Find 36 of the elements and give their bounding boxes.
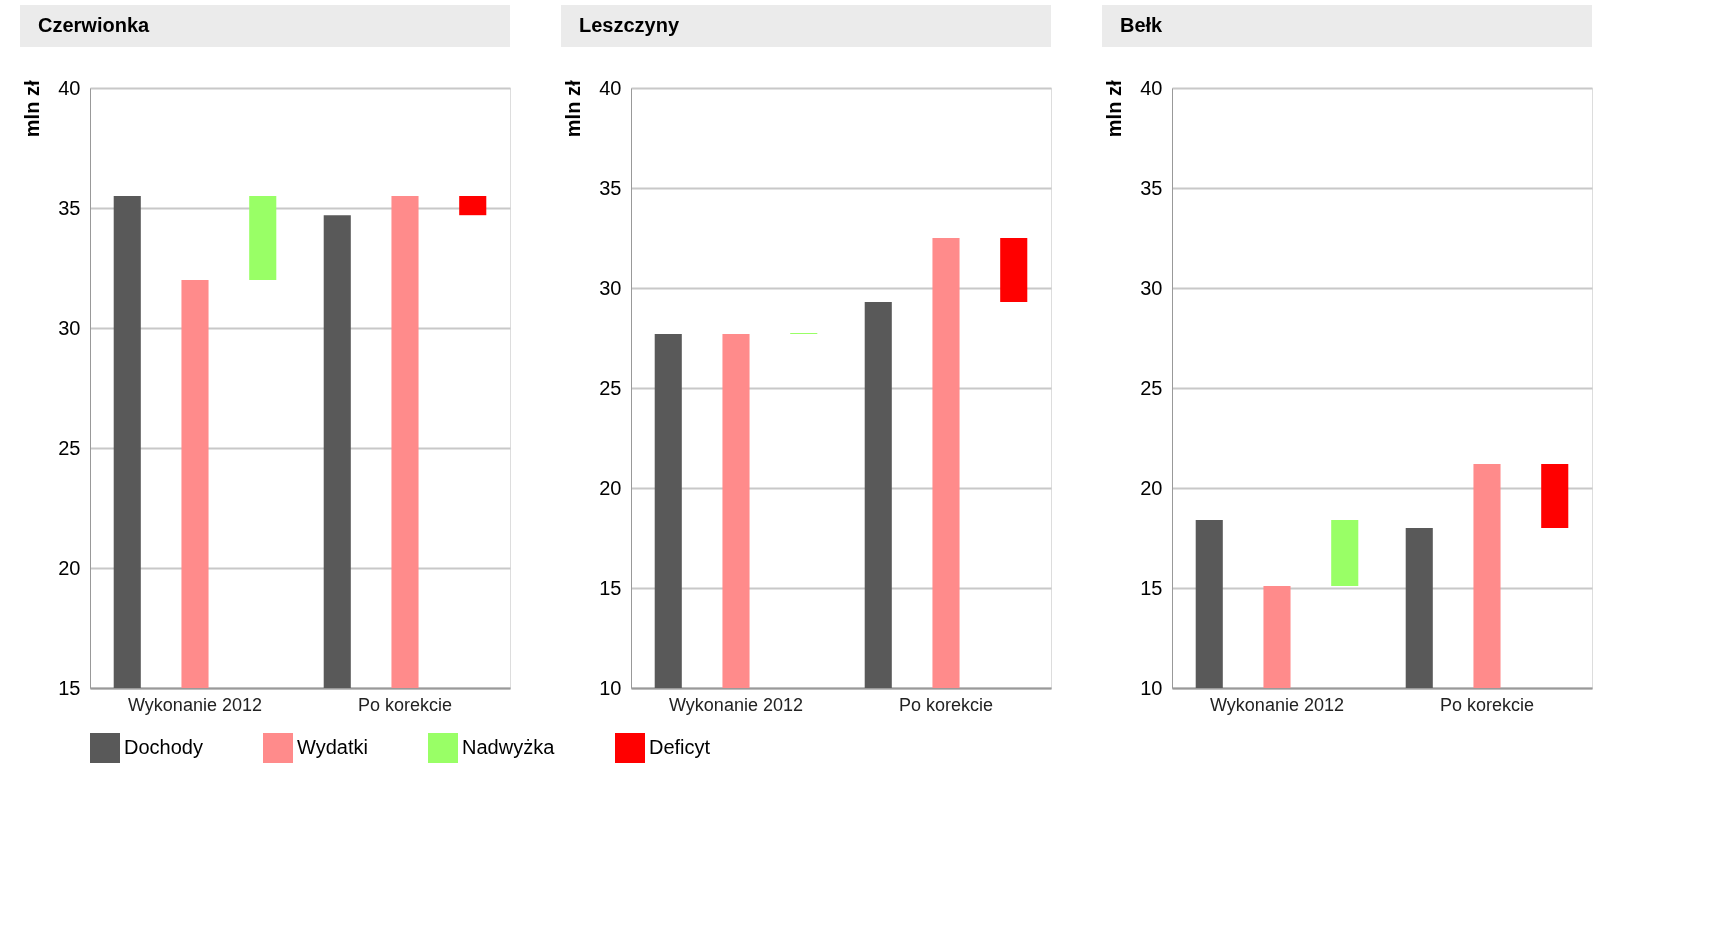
legend-label: Nadwyżka [462,736,556,758]
chart-title: Leszczyny [579,14,680,36]
y-tick-label: 15 [1140,576,1163,599]
y-tick-label: 10 [599,676,622,699]
y-tick-label: 40 [599,76,622,99]
chart-title: Bełk [1120,14,1164,36]
y-tick-label: 35 [1140,176,1163,199]
y-tick-label: 25 [1140,376,1163,399]
y-tick-label: 25 [58,436,81,459]
y-axis-title: mln zł [561,80,584,138]
y-tick-label: 30 [1140,276,1163,299]
legend-label: Deficyt [649,736,711,758]
x-tick-label: Wykonanie 2012 [128,694,262,715]
y-tick-label: 30 [58,316,81,339]
y-axis-title: mln zł [20,80,43,138]
y-tick-label: 10 [1140,676,1163,699]
x-tick-label: Po korekcie [357,694,453,715]
y-tick-label: 40 [58,76,81,99]
y-axis-title: mln zł [1102,80,1125,138]
x-tick-label: Po korekcie [1439,694,1535,715]
legend-label: Wydatki [297,736,368,758]
y-tick-label: 20 [58,556,81,579]
chart-title: Czerwionka [38,14,151,36]
x-tick-label: Wykonanie 2012 [669,694,803,715]
y-tick-label: 25 [599,376,622,399]
legend-label: Dochody [124,736,203,758]
y-tick-label: 20 [1140,476,1163,499]
x-tick-label: Po korekcie [898,694,994,715]
y-tick-label: 35 [599,176,622,199]
y-tick-label: 40 [1140,76,1163,99]
y-tick-label: 15 [599,576,622,599]
y-tick-label: 30 [599,276,622,299]
y-tick-label: 15 [58,676,81,699]
y-tick-label: 20 [599,476,622,499]
y-tick-label: 35 [58,196,81,219]
x-tick-label: Wykonanie 2012 [1210,694,1344,715]
